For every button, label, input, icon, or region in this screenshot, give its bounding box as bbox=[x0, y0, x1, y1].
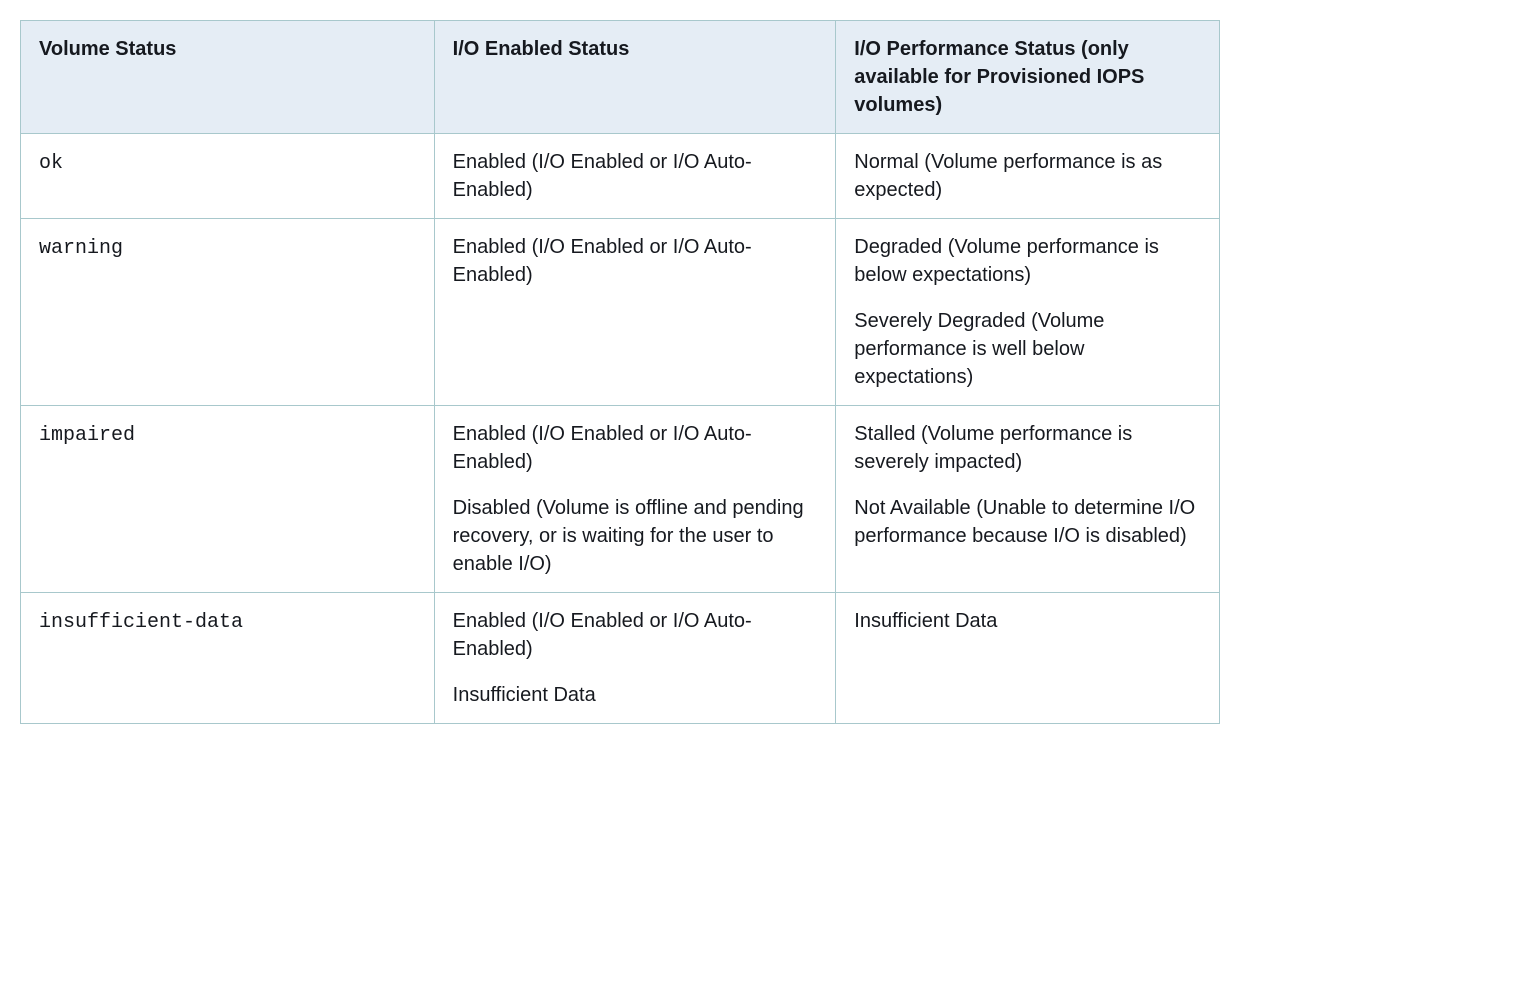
cell-text: Not Available (Unable to determine I/O p… bbox=[854, 494, 1201, 550]
cell-volume-status: ok bbox=[21, 134, 435, 219]
cell-io-performance: Stalled (Volume performance is severely … bbox=[836, 406, 1220, 593]
table-row: ok Enabled (I/O Enabled or I/O Auto-Enab… bbox=[21, 134, 1220, 219]
cell-text: Stalled (Volume performance is severely … bbox=[854, 420, 1201, 476]
cell-text: Severely Degraded (Volume performance is… bbox=[854, 307, 1201, 391]
volume-status-table: Volume Status I/O Enabled Status I/O Per… bbox=[20, 20, 1220, 724]
table-header-row: Volume Status I/O Enabled Status I/O Per… bbox=[21, 21, 1220, 134]
cell-text: Enabled (I/O Enabled or I/O Auto-Enabled… bbox=[453, 607, 818, 663]
cell-text: Normal (Volume performance is as expecte… bbox=[854, 148, 1201, 204]
cell-io-enabled: Enabled (I/O Enabled or I/O Auto-Enabled… bbox=[434, 406, 836, 593]
cell-io-enabled: Enabled (I/O Enabled or I/O Auto-Enabled… bbox=[434, 593, 836, 724]
cell-io-enabled: Enabled (I/O Enabled or I/O Auto-Enabled… bbox=[434, 134, 836, 219]
cell-volume-status: warning bbox=[21, 219, 435, 406]
cell-volume-status: impaired bbox=[21, 406, 435, 593]
cell-volume-status: insufficient-data bbox=[21, 593, 435, 724]
col-header-io-performance: I/O Performance Status (only available f… bbox=[836, 21, 1220, 134]
cell-io-performance: Degraded (Volume performance is below ex… bbox=[836, 219, 1220, 406]
cell-text: Disabled (Volume is offline and pending … bbox=[453, 494, 818, 578]
cell-io-enabled: Enabled (I/O Enabled or I/O Auto-Enabled… bbox=[434, 219, 836, 406]
cell-text: Enabled (I/O Enabled or I/O Auto-Enabled… bbox=[453, 233, 818, 289]
cell-text: Enabled (I/O Enabled or I/O Auto-Enabled… bbox=[453, 148, 818, 204]
status-code: impaired bbox=[39, 424, 135, 447]
status-code: ok bbox=[39, 152, 63, 175]
table-row: impaired Enabled (I/O Enabled or I/O Aut… bbox=[21, 406, 1220, 593]
cell-text: Enabled (I/O Enabled or I/O Auto-Enabled… bbox=[453, 420, 818, 476]
cell-text: Insufficient Data bbox=[854, 607, 1201, 635]
col-header-volume-status: Volume Status bbox=[21, 21, 435, 134]
cell-text: Insufficient Data bbox=[453, 681, 818, 709]
status-code: insufficient-data bbox=[39, 611, 243, 634]
cell-io-performance: Insufficient Data bbox=[836, 593, 1220, 724]
table-row: insufficient-data Enabled (I/O Enabled o… bbox=[21, 593, 1220, 724]
status-code: warning bbox=[39, 237, 123, 260]
cell-text: Degraded (Volume performance is below ex… bbox=[854, 233, 1201, 289]
cell-io-performance: Normal (Volume performance is as expecte… bbox=[836, 134, 1220, 219]
table-row: warning Enabled (I/O Enabled or I/O Auto… bbox=[21, 219, 1220, 406]
col-header-io-enabled: I/O Enabled Status bbox=[434, 21, 836, 134]
